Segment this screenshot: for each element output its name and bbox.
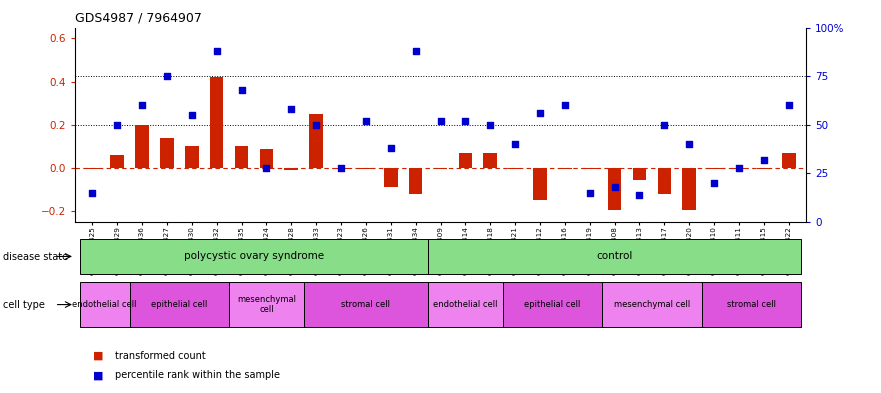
Point — [781, 102, 796, 108]
Text: ■: ■ — [93, 370, 103, 380]
Point — [359, 118, 373, 124]
Point — [707, 180, 722, 186]
Text: polycystic ovary syndrome: polycystic ovary syndrome — [184, 252, 324, 261]
Bar — [384, 168, 397, 187]
Point — [657, 122, 671, 128]
Text: stromal cell: stromal cell — [727, 300, 776, 309]
Text: control: control — [596, 252, 633, 261]
Text: disease state: disease state — [3, 252, 68, 262]
Bar — [359, 168, 373, 169]
Text: mesenchymal cell: mesenchymal cell — [614, 300, 690, 309]
Point — [234, 86, 248, 93]
Point — [582, 190, 596, 196]
Point — [608, 184, 622, 190]
Bar — [732, 168, 746, 169]
Text: epithelial cell: epithelial cell — [152, 300, 208, 309]
Text: endothelial cell: endothelial cell — [72, 300, 137, 309]
Point — [259, 164, 273, 171]
Bar — [458, 153, 472, 168]
Bar — [185, 146, 198, 168]
Bar — [160, 138, 174, 168]
Point — [533, 110, 547, 116]
Bar — [135, 125, 149, 168]
Bar — [508, 168, 522, 169]
Bar — [757, 168, 771, 169]
Point — [682, 141, 696, 147]
Bar — [608, 168, 621, 210]
Text: cell type: cell type — [3, 299, 45, 310]
Bar — [707, 168, 721, 169]
Bar — [428, 239, 801, 274]
Point — [757, 157, 771, 163]
Bar — [334, 168, 348, 169]
Point — [285, 106, 299, 112]
Bar — [234, 146, 248, 168]
Bar — [484, 153, 497, 168]
Bar — [80, 282, 130, 327]
Bar — [503, 282, 603, 327]
Point — [210, 48, 224, 54]
Bar — [110, 155, 124, 168]
Text: GDS4987 / 7964907: GDS4987 / 7964907 — [75, 12, 202, 25]
Point — [85, 190, 100, 196]
Point — [433, 118, 448, 124]
Bar — [304, 282, 428, 327]
Bar — [85, 168, 100, 169]
Point — [483, 122, 497, 128]
Bar — [80, 239, 428, 274]
Bar — [683, 168, 696, 210]
Point — [633, 192, 647, 198]
Bar — [260, 149, 273, 168]
Text: ■: ■ — [93, 351, 103, 361]
Point — [185, 112, 199, 118]
Bar — [428, 282, 503, 327]
Bar — [229, 282, 304, 327]
Bar — [657, 168, 671, 194]
Point — [135, 102, 149, 108]
Bar — [210, 77, 224, 168]
Bar — [701, 282, 801, 327]
Text: transformed count: transformed count — [115, 351, 205, 361]
Bar — [558, 168, 572, 169]
Bar — [633, 168, 647, 180]
Point — [334, 164, 348, 171]
Point — [458, 118, 472, 124]
Point — [409, 48, 423, 54]
Bar — [285, 168, 298, 170]
Point — [309, 122, 323, 128]
Bar — [781, 153, 796, 168]
Point — [384, 145, 398, 151]
Bar — [409, 168, 423, 194]
Point — [159, 73, 174, 79]
Bar — [130, 282, 229, 327]
Text: stromal cell: stromal cell — [341, 300, 390, 309]
Text: mesenchymal
cell: mesenchymal cell — [237, 295, 296, 314]
Point — [558, 102, 572, 108]
Text: endothelial cell: endothelial cell — [433, 300, 498, 309]
Point — [508, 141, 522, 147]
Bar — [603, 282, 701, 327]
Bar — [433, 168, 448, 169]
Text: percentile rank within the sample: percentile rank within the sample — [115, 370, 279, 380]
Point — [732, 164, 746, 171]
Bar — [583, 168, 596, 169]
Bar — [533, 168, 547, 200]
Bar — [309, 114, 323, 168]
Text: epithelial cell: epithelial cell — [524, 300, 581, 309]
Point — [110, 122, 124, 128]
